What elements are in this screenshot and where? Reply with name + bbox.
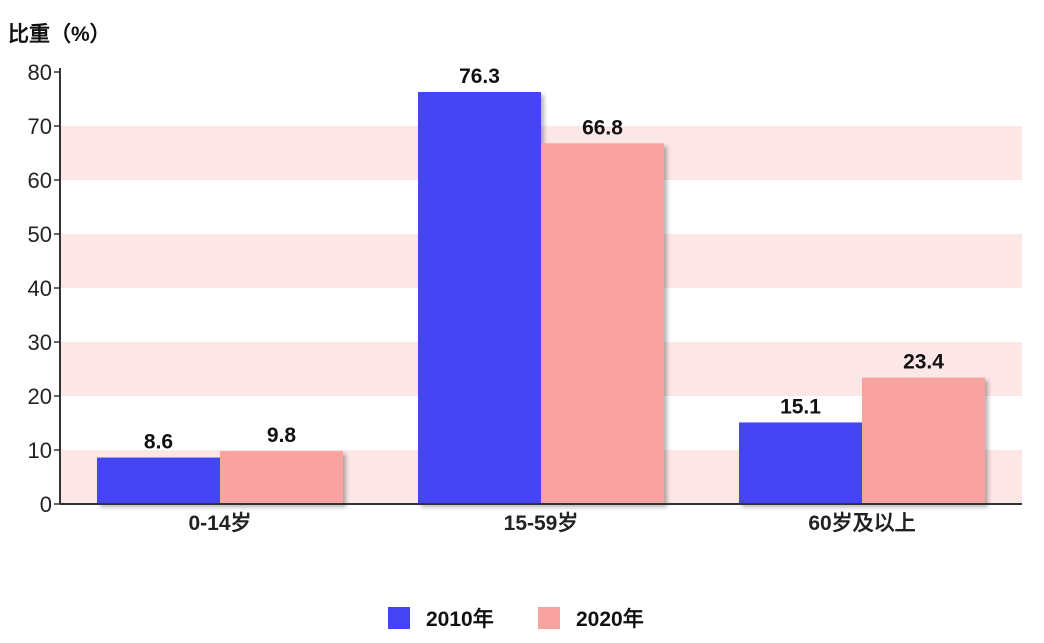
data-label: 23.4 — [903, 351, 944, 374]
y-tick-label: 70 — [28, 114, 52, 139]
x-tick-label: 0-14岁 — [188, 511, 251, 535]
legend-swatch — [538, 607, 560, 629]
data-label: 66.8 — [582, 116, 623, 139]
data-label: 76.3 — [459, 65, 500, 88]
y-axis-title: 比重（%） — [8, 22, 111, 46]
y-tick-label: 30 — [28, 330, 52, 355]
y-tick-label: 10 — [28, 438, 52, 463]
bar — [97, 457, 220, 504]
bar — [862, 377, 985, 504]
y-tick-label: 20 — [28, 384, 52, 409]
bar — [418, 91, 541, 504]
bar — [541, 143, 664, 504]
x-tick-label: 60岁及以上 — [808, 511, 915, 535]
y-tick-label: 80 — [28, 60, 52, 85]
legend-label: 2010年 — [426, 607, 494, 631]
bar — [220, 451, 343, 504]
data-label: 15.1 — [780, 395, 821, 418]
y-tick-label: 0 — [40, 492, 52, 517]
data-label: 8.6 — [144, 431, 173, 454]
y-tick-label: 40 — [28, 276, 52, 301]
y-tick-label: 50 — [28, 222, 52, 247]
bars: 8.6 9.8 76.3 66.8 15.1 23.4 — [97, 65, 985, 504]
legend-swatch — [388, 607, 410, 629]
x-tick-label: 15-59岁 — [504, 511, 579, 535]
legend-label: 2020年 — [576, 607, 644, 631]
data-label: 9.8 — [267, 424, 297, 447]
bar — [739, 422, 862, 504]
x-axis: 0-14岁 15-59岁 60岁及以上 — [60, 503, 1022, 535]
legend: 2010年 2020年 — [388, 607, 644, 631]
y-axis: 0 10 20 30 40 50 60 70 80 — [28, 60, 61, 517]
y-tick-label: 60 — [28, 168, 52, 193]
